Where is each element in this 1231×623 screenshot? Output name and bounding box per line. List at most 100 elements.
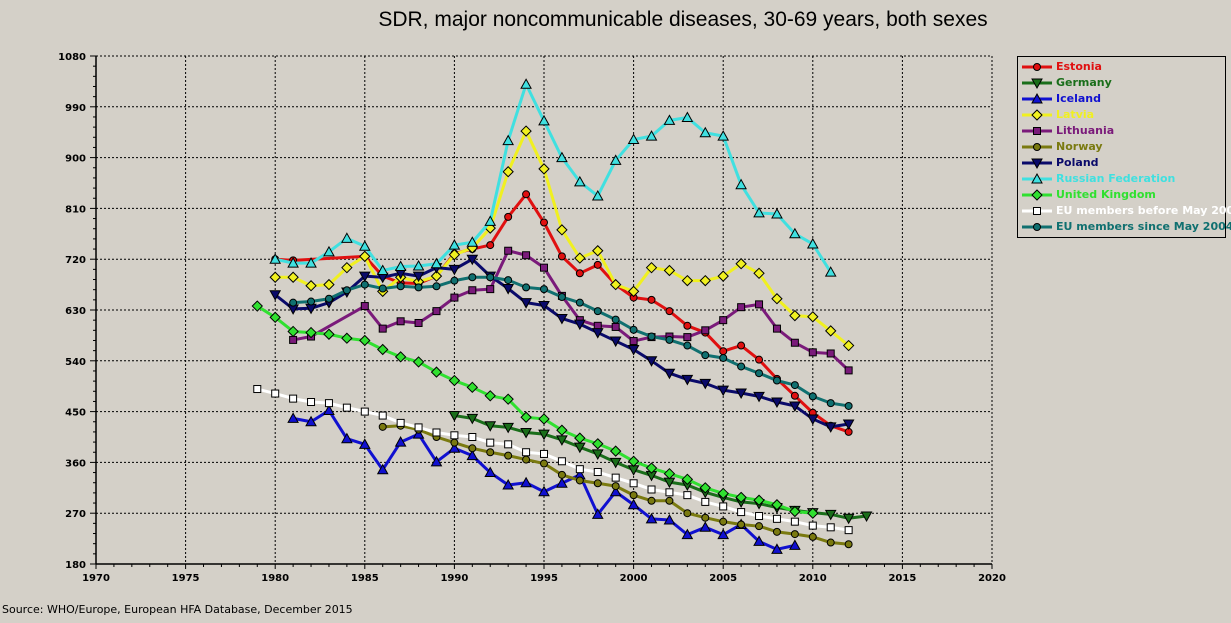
data-point-united-kingdom [377,343,389,356]
data-point-latvia [592,245,604,257]
data-point-norway [826,538,835,547]
data-point-poland [591,328,604,339]
legend: Estonia Germany Iceland Latvia Lithuania Norw… [1017,56,1231,238]
data-point-norway [701,513,710,522]
data-point-united-kingdom [394,351,407,363]
legend-symbol [1022,189,1052,201]
data-point-germany [520,427,532,439]
data-point-latvia [556,224,568,236]
data-point-latvia [520,125,532,137]
data-point-norway [790,530,799,539]
data-point-poland [681,374,694,386]
data-point-russian-federation [358,240,371,251]
data-point-eu-members-since-may-2004 [432,282,441,291]
data-point-lithuania [701,326,710,335]
data-point-eu-members-since-may-2004 [360,280,369,289]
data-point-lithuania [683,333,692,342]
x-tick-label: 1970 [82,573,110,584]
x-tick-label: 1980 [261,573,289,584]
data-point-eu-members-before-may-2004 [360,407,369,416]
data-point-united-kingdom [520,411,532,423]
data-point-eu-members-since-may-2004 [844,401,853,410]
y-tick-label: 720 [65,255,86,266]
data-point-poland [573,319,586,331]
legend-symbol [1022,207,1052,215]
data-point-poland [824,422,837,433]
data-point-germany [448,411,461,422]
data-point-russian-federation [806,237,819,249]
data-point-latvia [842,339,855,352]
data-point-eu-members-before-may-2004 [504,440,513,449]
y-tick-label: 1080 [58,52,86,63]
x-tick-label: 2010 [799,573,827,584]
data-point-eu-members-before-may-2004 [486,438,495,447]
series-line-eu-members-since-may-2004 [293,275,849,408]
data-point-united-kingdom [717,487,729,500]
data-point-estonia [504,212,513,221]
legend-symbol [1022,158,1052,170]
legend-item-united-kingdom: United Kingdom [1018,187,1225,203]
data-point-iceland [771,543,783,554]
data-point-norway [719,517,728,526]
data-point-russian-federation [591,189,604,201]
data-point-eu-members-before-may-2004 [307,398,316,407]
data-point-eu-members-since-may-2004 [719,353,728,362]
y-tick-label: 450 [65,408,86,419]
data-point-eu-members-before-may-2004 [468,433,477,441]
data-point-iceland [538,485,550,497]
data-point-russian-federation [824,266,837,277]
data-point-poland [466,254,479,266]
y-tick-label: 630 [65,306,86,317]
legend-marker [1031,78,1043,90]
data-point-eu-members-since-may-2004 [414,283,423,292]
data-point-united-kingdom [341,332,353,344]
data-point-eu-members-before-may-2004 [324,399,333,408]
data-point-russian-federation [287,257,299,268]
data-point-united-kingdom [502,393,514,405]
data-point-russian-federation [627,133,640,145]
data-point-poland [663,368,676,380]
legend-item-norway: Norway [1018,139,1225,155]
legend-marker [1033,223,1041,231]
data-point-estonia [719,347,728,356]
data-point-lithuania [486,285,495,294]
series-germany [448,411,873,525]
data-point-lithuania [772,324,781,333]
data-point-united-kingdom [699,482,711,494]
data-point-iceland [609,485,622,497]
data-point-norway [450,438,459,447]
data-point-estonia [790,391,799,400]
data-point-eu-members-since-may-2004 [826,399,835,408]
data-point-estonia [540,218,548,227]
data-point-lithuania [719,316,728,325]
data-point-germany [502,422,515,434]
data-point-latvia [753,267,765,280]
legend-label: Lithuania [1056,124,1115,137]
data-point-eu-members-since-may-2004 [683,341,692,350]
data-point-norway [575,476,584,485]
data-point-eu-members-since-may-2004 [808,392,817,401]
data-point-norway [468,444,477,453]
data-point-latvia [699,274,711,287]
data-point-estonia [557,252,566,261]
data-point-eu-members-since-may-2004 [790,381,799,390]
data-point-eu-members-before-may-2004 [432,428,441,437]
data-point-eu-members-before-may-2004 [289,394,298,403]
data-point-norway [737,520,746,529]
legend-label: EU members before May 2004 [1056,204,1231,217]
y-tick-label: 360 [65,458,86,469]
data-point-russian-federation [430,257,443,269]
data-point-eu-members-since-may-2004 [755,369,764,378]
data-point-united-kingdom [287,325,299,338]
legend-label: Germany [1056,76,1112,89]
data-point-united-kingdom [412,356,425,368]
x-tick-label: 2015 [888,573,916,584]
series-eu-members-before-may-2004 [253,385,853,535]
data-point-russian-federation [538,114,550,126]
data-point-iceland [466,449,479,461]
x-tick-label: 1995 [530,573,558,584]
series-iceland [287,404,801,554]
data-point-iceland [789,539,801,550]
data-point-poland [448,264,461,276]
data-point-iceland [484,466,497,478]
